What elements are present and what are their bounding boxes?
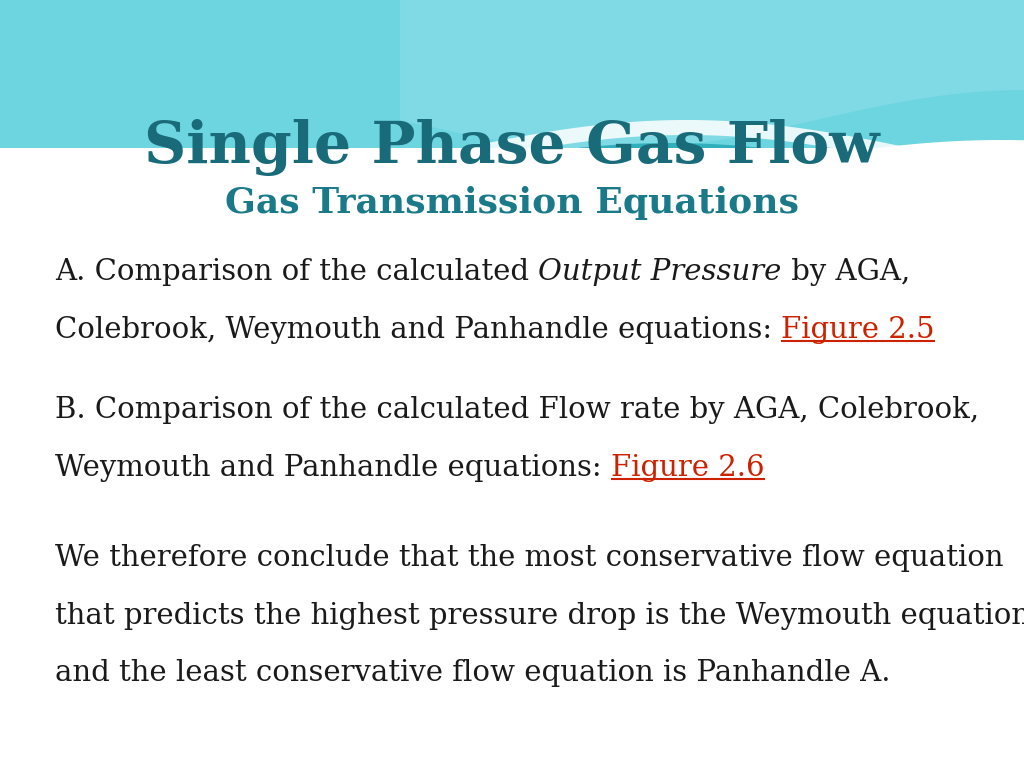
Text: We therefore conclude that the most conservative flow equation: We therefore conclude that the most cons… — [55, 544, 1004, 572]
Text: Figure 2.6: Figure 2.6 — [611, 454, 765, 482]
Text: Weymouth and Panhandle equations:: Weymouth and Panhandle equations: — [55, 454, 611, 482]
Text: Colebrook, Weymouth and Panhandle equations:: Colebrook, Weymouth and Panhandle equati… — [55, 316, 781, 344]
Polygon shape — [0, 120, 1024, 205]
Text: Figure 2.5: Figure 2.5 — [781, 316, 935, 344]
Text: A. Comparison of the calculated: A. Comparison of the calculated — [55, 258, 539, 286]
Text: Single Phase Gas Flow: Single Phase Gas Flow — [144, 120, 880, 177]
Polygon shape — [0, 148, 1024, 208]
Polygon shape — [0, 143, 1024, 215]
Polygon shape — [400, 0, 1024, 150]
Text: Gas Transmission Equations: Gas Transmission Equations — [225, 186, 799, 220]
Polygon shape — [0, 157, 1024, 219]
Polygon shape — [0, 0, 1024, 240]
Text: and the least conservative flow equation is Panhandle A.: and the least conservative flow equation… — [55, 659, 891, 687]
Text: by AGA,: by AGA, — [781, 258, 910, 286]
Polygon shape — [0, 188, 1024, 768]
Text: Output Pressure: Output Pressure — [539, 258, 781, 286]
Text: B. Comparison of the calculated Flow rate by AGA, Colebrook,: B. Comparison of the calculated Flow rat… — [55, 396, 979, 424]
Text: that predicts the highest pressure drop is the Weymouth equation: that predicts the highest pressure drop … — [55, 602, 1024, 630]
